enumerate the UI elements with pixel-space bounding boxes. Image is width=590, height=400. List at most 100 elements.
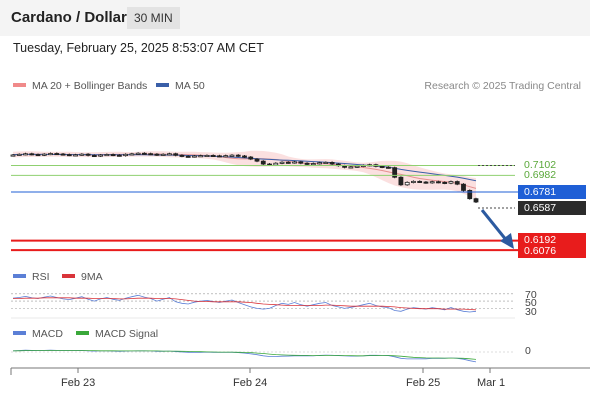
candle-body: [35, 154, 41, 157]
resistance-1-label: 0.7102: [524, 159, 557, 171]
rsi-ma-swatch: [62, 274, 75, 279]
last-price-label: 0.6587: [518, 201, 586, 215]
interval-button[interactable]: 30 MIN: [127, 7, 180, 29]
candle-body: [54, 153, 60, 156]
x-label-feb25: Feb 25: [406, 377, 441, 389]
resistance-2-label: 0.6982: [524, 169, 557, 181]
candle-body: [248, 156, 254, 160]
candle-body: [423, 181, 429, 184]
candle-body: [417, 180, 423, 183]
candle-body: [135, 152, 141, 155]
candle-body: [242, 155, 247, 158]
candle-body: [154, 153, 160, 156]
candle-body: [116, 154, 122, 157]
candle-body: [66, 154, 72, 157]
candle-body: [41, 153, 47, 156]
candle-body: [129, 153, 135, 156]
bollinger-band-area: [13, 150, 476, 199]
candle-body: [185, 155, 191, 158]
candle-body: [329, 161, 335, 165]
candle-body: [279, 161, 285, 164]
candle-body: [429, 181, 435, 184]
candle-body: [392, 167, 398, 178]
legend-ma-bb: MA 20 + Bollinger Bands: [13, 80, 147, 92]
candle-body: [442, 181, 448, 184]
candle-body: [386, 166, 391, 169]
candle-body: [141, 152, 147, 155]
candle-body: [448, 181, 454, 184]
candle-body: [473, 198, 479, 203]
candle-body: [173, 153, 179, 156]
macd-signal-swatch: [76, 331, 89, 336]
rsi-level-30: 30: [525, 306, 537, 318]
candle-body: [217, 155, 222, 158]
support-2-label: 0.6076: [518, 244, 586, 258]
arrow-head: [500, 233, 514, 249]
candle-body: [204, 154, 210, 157]
candle-body: [192, 155, 197, 158]
candle-body: [79, 153, 85, 156]
legend-macd-signal: MACD Signal: [76, 328, 158, 340]
macd-panel: [11, 349, 515, 363]
x-axis: [10, 367, 590, 375]
rsi-line: [12, 294, 477, 313]
x-label-feb24: Feb 24: [233, 377, 268, 389]
candle-body: [254, 158, 260, 162]
candle-body: [317, 162, 322, 165]
ma50-swatch: [156, 83, 169, 88]
candle-body: [48, 153, 53, 156]
legend-ma50: MA 50: [156, 80, 205, 92]
macd-zero-label: 0: [525, 345, 531, 357]
credit-text: Research © 2025 Trading Central: [424, 80, 581, 92]
chart-title: Cardano / Dollar: [11, 9, 127, 26]
candle-body: [73, 154, 78, 157]
candle-body: [436, 181, 441, 184]
candle-body: [91, 154, 97, 157]
candle-body: [285, 161, 291, 164]
candle-body: [167, 153, 172, 156]
price-levels: [11, 165, 518, 252]
rsi-swatch: [13, 274, 26, 279]
candle-body: [348, 166, 354, 169]
rsi-panel: [11, 293, 515, 319]
support-1-label: 0.6192: [518, 233, 586, 247]
candle-body: [210, 154, 216, 157]
candle-body: [411, 180, 416, 183]
candle-body: [398, 176, 404, 186]
candle-body: [354, 165, 360, 168]
candle-body: [148, 153, 154, 156]
x-label-feb23: Feb 23: [61, 377, 96, 389]
candle-body: [98, 154, 103, 157]
timestamp: Tuesday, February 25, 2025 8:53:07 AM CE…: [13, 41, 264, 55]
candle-body: [298, 161, 304, 164]
candles: [10, 152, 479, 203]
rsi-level-70: 70: [525, 289, 537, 301]
legend-rsi: RSI: [13, 271, 50, 283]
candle-body: [85, 153, 91, 156]
macd-swatch: [13, 331, 26, 336]
candle-body: [229, 154, 235, 157]
candle-body: [179, 154, 185, 157]
candle-body: [454, 181, 460, 185]
candle-body: [467, 190, 473, 200]
candle-body: [304, 162, 310, 165]
macd-signal-line: [12, 350, 477, 360]
candle-body: [292, 161, 297, 164]
candle-body: [223, 155, 229, 158]
pivot-label: 0.6781: [518, 185, 586, 199]
forecast-arrow: [480, 209, 514, 249]
candle-body: [260, 160, 266, 165]
candle-body: [123, 153, 129, 157]
candle-body: [16, 153, 22, 156]
header-bar: Cardano / Dollar 30 MIN: [0, 0, 590, 36]
candle-body: [160, 153, 166, 156]
ma-bb-swatch: [13, 83, 26, 88]
legend-macd: MACD: [13, 328, 63, 340]
candle-body: [461, 183, 466, 191]
candle-body: [310, 163, 316, 166]
candle-body: [110, 154, 116, 157]
x-label-mar1: Mar 1: [477, 377, 506, 389]
candle-body: [404, 181, 410, 186]
arrow-shaft: [480, 209, 509, 242]
